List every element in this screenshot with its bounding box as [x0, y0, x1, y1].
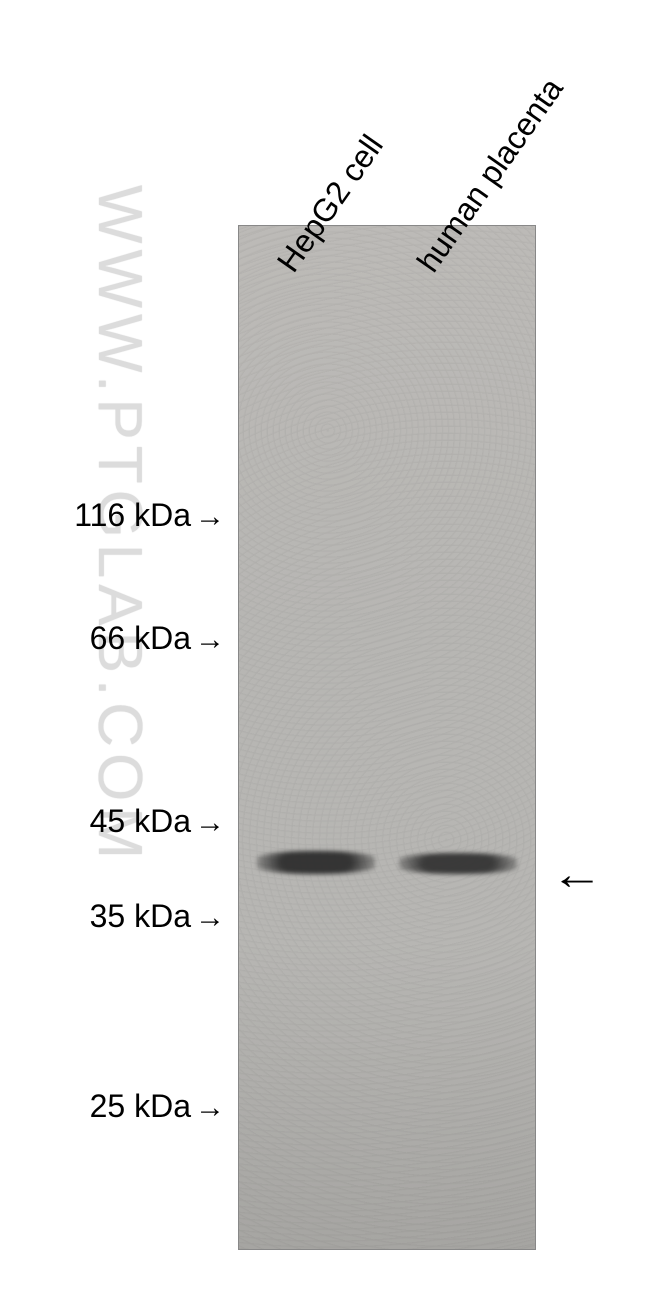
marker-text: 116 kDa	[74, 497, 191, 533]
marker-text: 45 kDa	[90, 803, 191, 839]
marker-text: 35 kDa	[90, 898, 191, 934]
marker-66-kDa: 66 kDa→	[90, 620, 225, 657]
marker-35-kDa: 35 kDa→	[90, 898, 225, 935]
arrow-right-icon: →	[195, 806, 225, 839]
marker-116-kDa: 116 kDa→	[74, 497, 225, 534]
arrow-right-icon: →	[195, 1091, 225, 1124]
marker-45-kDa: 45 kDa→	[90, 803, 225, 840]
marker-25-kDa: 25 kDa→	[90, 1088, 225, 1125]
blot-membrane	[238, 225, 536, 1250]
arrow-right-icon: →	[195, 623, 225, 656]
arrow-right-icon: →	[195, 500, 225, 533]
target-band-arrow: ←	[551, 850, 604, 900]
band-2	[399, 853, 516, 874]
band-1	[257, 851, 374, 874]
marker-text: 66 kDa	[90, 620, 191, 656]
arrow-right-icon: →	[195, 901, 225, 934]
lane-2	[393, 226, 523, 1249]
marker-text: 25 kDa	[90, 1088, 191, 1124]
lane-1	[251, 226, 381, 1249]
